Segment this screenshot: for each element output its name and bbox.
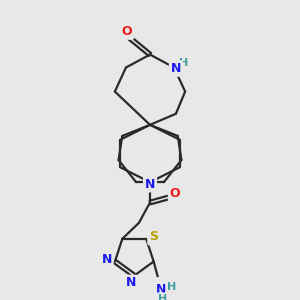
Text: O: O [170,187,180,200]
Text: O: O [122,25,132,38]
Text: N: N [125,277,136,290]
Text: H: H [158,293,167,300]
Text: S: S [149,230,158,243]
Text: N: N [171,62,181,75]
Text: N: N [156,283,166,296]
Text: N: N [101,253,112,266]
Text: H: H [179,58,188,68]
Text: N: N [145,178,155,190]
Text: H: H [167,281,177,292]
